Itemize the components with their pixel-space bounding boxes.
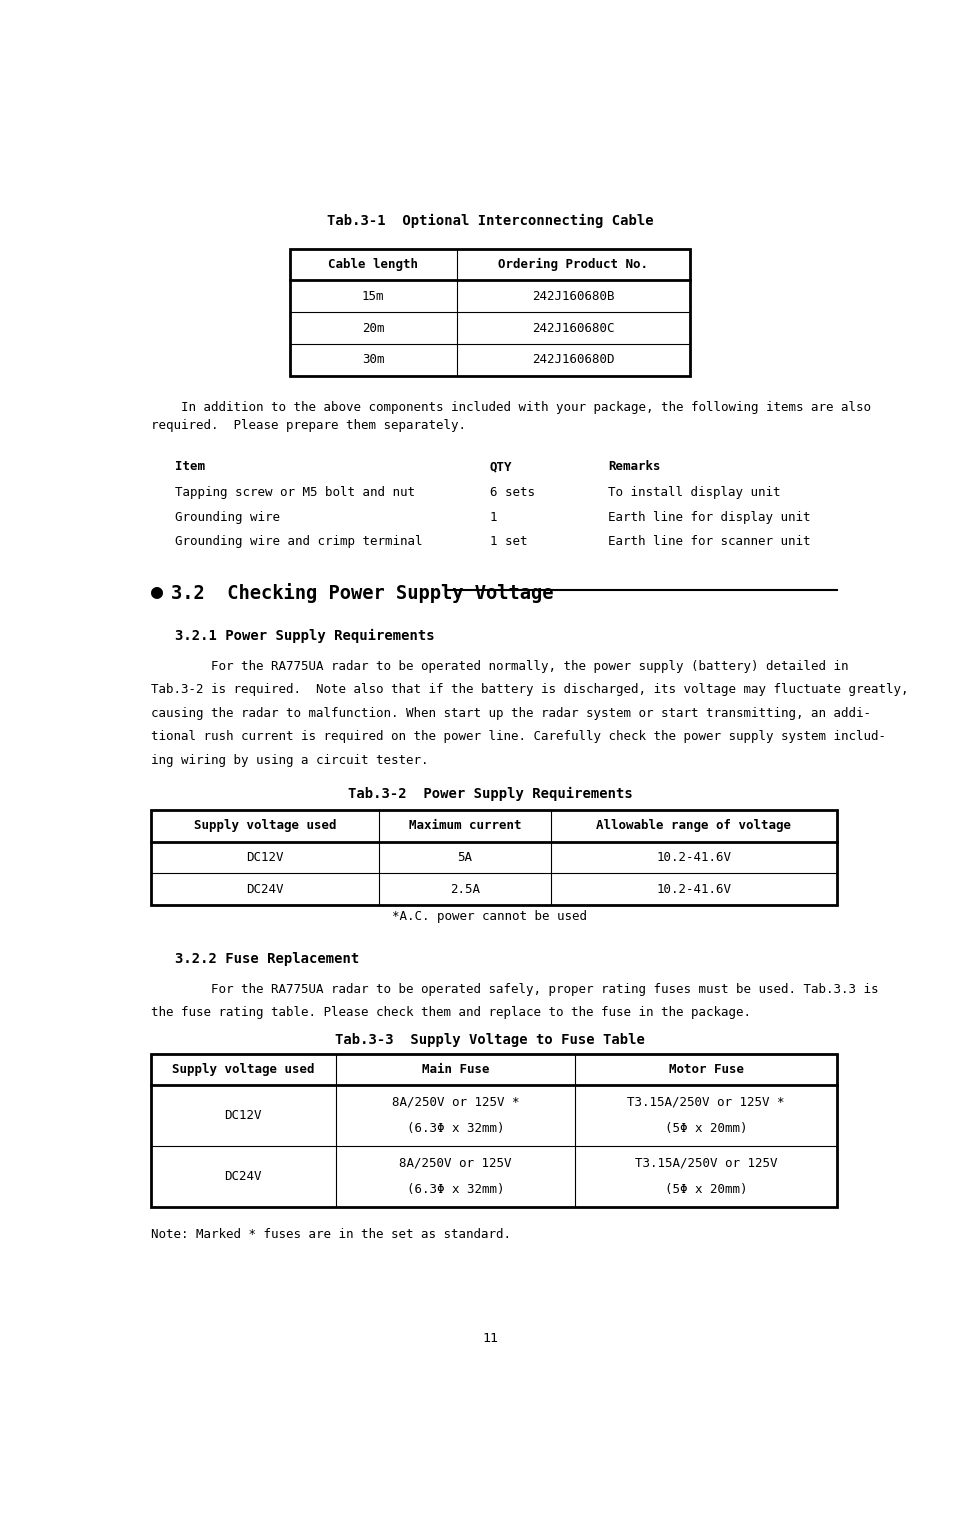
Text: 3.2  Checking Power Supply Voltage: 3.2 Checking Power Supply Voltage: [171, 584, 554, 604]
Text: (6.3Φ x 32mm): (6.3Φ x 32mm): [407, 1183, 504, 1196]
Text: For the RA775UA radar to be operated safely, proper rating fuses must be used. T: For the RA775UA radar to be operated saf…: [151, 982, 879, 996]
Text: 6 sets: 6 sets: [489, 486, 535, 499]
Text: Remarks: Remarks: [608, 461, 661, 473]
Text: Maximum current: Maximum current: [409, 819, 521, 833]
Text: QTY: QTY: [489, 461, 512, 473]
Text: 10.2-41.6V: 10.2-41.6V: [656, 883, 731, 895]
Text: ing wiring by using a circuit tester.: ing wiring by using a circuit tester.: [151, 753, 428, 767]
Text: Note: Marked * fuses are in the set as standard.: Note: Marked * fuses are in the set as s…: [151, 1228, 511, 1241]
Text: Tab.3-1  Optional Interconnecting Cable: Tab.3-1 Optional Interconnecting Cable: [327, 214, 653, 227]
Text: 20m: 20m: [362, 322, 384, 334]
Text: 242J160680D: 242J160680D: [532, 354, 615, 366]
Text: In addition to the above components included with your package, the following it: In addition to the above components incl…: [151, 401, 871, 433]
Text: DC12V: DC12V: [225, 1109, 262, 1122]
Text: Motor Fuse: Motor Fuse: [668, 1063, 744, 1077]
Text: 8A/250V or 125V: 8A/250V or 125V: [400, 1156, 511, 1170]
Text: Supply voltage used: Supply voltage used: [194, 819, 337, 833]
Text: 1: 1: [489, 511, 497, 523]
Text: For the RA775UA radar to be operated normally, the power supply (battery) detail: For the RA775UA radar to be operated nor…: [151, 660, 848, 673]
Text: 11: 11: [482, 1331, 498, 1345]
Text: Grounding wire: Grounding wire: [175, 511, 280, 523]
Text: 3.2.1 Power Supply Requirements: 3.2.1 Power Supply Requirements: [175, 630, 435, 644]
Text: Supply voltage used: Supply voltage used: [172, 1063, 315, 1077]
Bar: [151, 810, 836, 906]
Text: DC12V: DC12V: [247, 851, 284, 865]
Text: Earth line for display unit: Earth line for display unit: [608, 511, 811, 523]
Text: 15m: 15m: [362, 290, 384, 303]
Text: 8A/250V or 125V *: 8A/250V or 125V *: [392, 1095, 519, 1109]
Text: Main Fuse: Main Fuse: [422, 1063, 489, 1077]
Text: *A.C. power cannot be used: *A.C. power cannot be used: [393, 910, 587, 923]
Text: 3.2.2 Fuse Replacement: 3.2.2 Fuse Replacement: [175, 952, 359, 967]
Text: causing the radar to malfunction. When start up the radar system or start transm: causing the radar to malfunction. When s…: [151, 706, 871, 720]
Text: Tab.3-2  Power Supply Requirements: Tab.3-2 Power Supply Requirements: [348, 787, 632, 801]
Text: Item: Item: [175, 461, 206, 473]
Text: To install display unit: To install display unit: [608, 486, 781, 499]
Text: 242J160680C: 242J160680C: [532, 322, 615, 334]
Text: T3.15A/250V or 125V: T3.15A/250V or 125V: [635, 1156, 777, 1170]
Text: 5A: 5A: [458, 851, 472, 865]
Text: Tab.3-3  Supply Voltage to Fuse Table: Tab.3-3 Supply Voltage to Fuse Table: [335, 1032, 645, 1048]
Text: (5Φ x 20mm): (5Φ x 20mm): [664, 1122, 748, 1135]
Text: (5Φ x 20mm): (5Φ x 20mm): [664, 1183, 748, 1196]
Text: the fuse rating table. Please check them and replace to the fuse in the package.: the fuse rating table. Please check them…: [151, 1006, 750, 1019]
Text: 1 set: 1 set: [489, 535, 528, 549]
Text: Tab.3-2 is required.  Note also that if the battery is discharged, its voltage m: Tab.3-2 is required. Note also that if t…: [151, 683, 908, 697]
Text: T3.15A/250V or 125V *: T3.15A/250V or 125V *: [627, 1095, 785, 1109]
Text: Grounding wire and crimp terminal: Grounding wire and crimp terminal: [175, 535, 423, 549]
Text: Ordering Product No.: Ordering Product No.: [498, 258, 648, 271]
Text: Allowable range of voltage: Allowable range of voltage: [597, 819, 792, 833]
Text: Earth line for scanner unit: Earth line for scanner unit: [608, 535, 811, 549]
Text: (6.3Φ x 32mm): (6.3Φ x 32mm): [407, 1122, 504, 1135]
Text: 2.5A: 2.5A: [450, 883, 480, 895]
Text: Tapping screw or M5 bolt and nut: Tapping screw or M5 bolt and nut: [175, 486, 415, 499]
Text: DC24V: DC24V: [225, 1170, 262, 1183]
Text: 242J160680B: 242J160680B: [532, 290, 615, 303]
Text: 10.2-41.6V: 10.2-41.6V: [656, 851, 731, 865]
Text: 30m: 30m: [362, 354, 384, 366]
Text: tional rush current is required on the power line. Carefully check the power sup: tional rush current is required on the p…: [151, 730, 885, 743]
Bar: [290, 249, 690, 375]
Text: ●: ●: [151, 584, 163, 602]
Bar: [151, 1054, 836, 1206]
Text: Cable length: Cable length: [328, 258, 419, 271]
Text: DC24V: DC24V: [247, 883, 284, 895]
